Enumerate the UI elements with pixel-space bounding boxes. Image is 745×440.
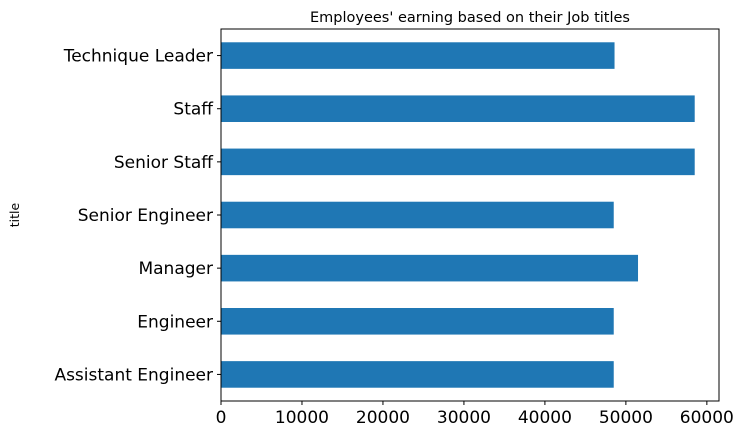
plot-frame: [220, 28, 720, 402]
y-tick-label: Manager: [138, 259, 213, 279]
x-tick-label: 20000: [356, 408, 410, 428]
x-tick-label: 0: [216, 408, 227, 428]
bar-senior-engineer: [221, 201, 614, 229]
x-tick-label: 30000: [437, 408, 491, 428]
bar-staff: [221, 95, 695, 122]
chart-title: Employees' earning based on their Job ti…: [310, 10, 630, 26]
x-tick-label: 50000: [599, 408, 653, 428]
x-tick-label: 60000: [680, 408, 734, 428]
x-tick-label: 40000: [518, 408, 572, 428]
y-tick-label: Assistant Engineer: [54, 365, 213, 385]
bar-technique-leader: [221, 42, 615, 69]
x-ticks: 0 10000 20000 30000 40000 50000 60000: [216, 401, 734, 428]
y-tick-label: Engineer: [137, 312, 213, 332]
y-axis-label: title: [7, 202, 22, 227]
y-tick-label: Senior Staff: [114, 153, 214, 173]
y-tick-label: Technique Leader: [63, 47, 213, 67]
x-tick-label: 10000: [275, 408, 329, 428]
bar-engineer: [221, 308, 614, 335]
bars-layer: [221, 42, 695, 388]
bar-manager: [221, 254, 639, 282]
bar-assistant-engineer: [221, 361, 614, 388]
y-tick-label: Staff: [173, 100, 214, 120]
bar-senior-staff: [221, 148, 695, 176]
y-tick-label: Senior Engineer: [78, 206, 213, 226]
y-ticks: Assistant Engineer Engineer Manager Senior …: [54, 47, 221, 385]
